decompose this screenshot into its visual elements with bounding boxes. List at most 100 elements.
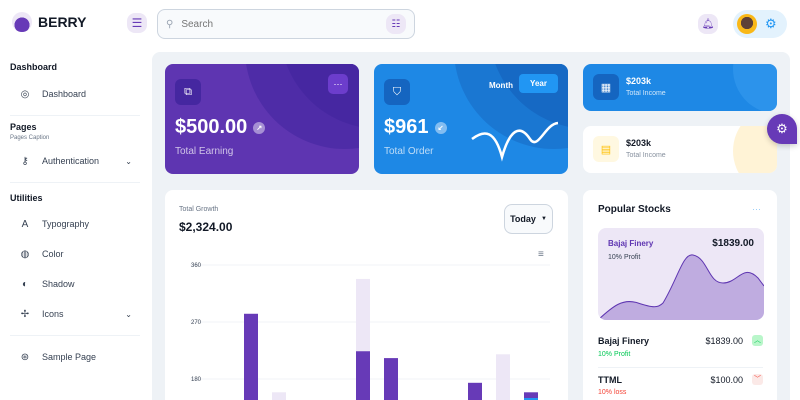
profile-button[interactable]: ⚙ <box>733 10 787 38</box>
avatar <box>737 14 757 34</box>
order-sparkline <box>471 121 559 162</box>
y-tick-label: 180 <box>191 377 202 383</box>
stock-name: Bajaj Finery <box>598 336 650 346</box>
chevron-down-icon: ⌄ <box>125 156 132 166</box>
caret-down-icon: ▼ <box>540 216 547 222</box>
sidebar-item-label: Color <box>42 249 64 259</box>
growth-value: $2,324.00 <box>179 220 233 234</box>
income-value: $203k <box>626 76 652 86</box>
sidebar-item-dashboard[interactable]: ◎ Dashboard <box>0 79 150 109</box>
more-options-button[interactable]: ··· <box>328 74 348 94</box>
sidebar-item-label: Icons <box>42 309 64 319</box>
shadow-icon: ◐ <box>21 278 29 290</box>
sidebar-item-label: Sample Page <box>42 352 97 362</box>
bar-segment[interactable] <box>272 392 286 400</box>
customize-settings-button[interactable]: ⚙ <box>767 114 797 144</box>
total-order-card: ⛉ Month Year $961 ↙ Total Order <box>374 64 568 174</box>
stock-note: 10% Profit <box>598 351 631 358</box>
chevron-down-icon: ⌄ <box>125 309 132 319</box>
table-icon: ▦ <box>593 74 619 100</box>
sidebar-item-authentication[interactable]: ⚷ Authentication ⌄ <box>0 146 150 176</box>
income-label: Total Income <box>626 90 666 97</box>
popular-stocks-card: Popular Stocks ··· Bajaj Finery $1839.00… <box>583 190 777 400</box>
search-bar: ⚲☷ <box>157 9 415 39</box>
sidebar-item-label: Typography <box>42 219 90 229</box>
arrow-up-right-icon: ↗ <box>253 121 266 134</box>
palette-icon: ◍ <box>20 248 30 260</box>
storefront-icon: ▤ <box>593 136 619 162</box>
sidebar-item-color[interactable]: ◍ Color <box>0 239 150 269</box>
divider <box>10 115 140 116</box>
shopping-bag-icon: ⛉ <box>384 79 410 105</box>
stock-row[interactable]: Bajaj Finery $1839.00 ︿ 10% Profit <box>598 335 763 358</box>
chevron-up-icon: ︿ <box>752 335 763 346</box>
berry-logo-icon <box>12 12 32 32</box>
filter-adjust-icon[interactable]: ☷ <box>386 14 406 34</box>
month-toggle[interactable]: Month <box>489 81 513 90</box>
sidebar-item-shadow[interactable]: ◐ Shadow <box>0 269 150 299</box>
notification-bell-button[interactable]: 🔔︎ <box>698 14 718 34</box>
stocks-title: Popular Stocks <box>598 204 671 215</box>
arrow-down-left-icon: ↙ <box>434 121 447 134</box>
total-earning-card: ⧉ ··· $500.00 ↗ Total Earning <box>165 64 359 174</box>
stock-row[interactable]: TTML $100.00 ﹀ 10% loss <box>598 374 763 396</box>
order-value: $961 <box>384 116 429 138</box>
sidebar: Dashboard ◎ Dashboard Pages Pages Caption… <box>0 52 150 372</box>
sidebar-item-sample-page[interactable]: ⊛ Sample Page <box>0 342 150 372</box>
menu-toggle-button[interactable]: ☰ <box>127 13 147 33</box>
growth-label: Total Growth <box>179 206 219 213</box>
year-toggle[interactable]: Year <box>519 74 558 93</box>
bar-segment[interactable] <box>384 358 398 400</box>
income-value: $203k <box>626 138 652 148</box>
bar-segment[interactable] <box>356 278 370 352</box>
group-caption: Pages Caption <box>10 135 50 141</box>
chevron-down-icon: ﹀ <box>752 374 763 385</box>
featured-stock-name: Bajaj Finery <box>608 239 654 248</box>
featured-stock-value: $1839.00 <box>712 238 754 249</box>
earning-value: $500.00 <box>175 116 248 138</box>
wallet-icon: ⧉ <box>175 79 201 105</box>
chart-menu-icon[interactable]: ≡ <box>538 249 544 260</box>
bar-segment[interactable] <box>356 351 370 400</box>
dashboard-icon: ◎ <box>20 88 30 100</box>
y-tick-label: 360 <box>191 263 202 269</box>
divider <box>598 367 763 368</box>
sidebar-item-label: Authentication <box>42 156 100 166</box>
featured-stock-chart: Bajaj Finery $1839.00 10% Profit <box>598 228 764 320</box>
group-title: Pages <box>10 122 37 132</box>
windmill-icon: ✢ <box>20 308 30 320</box>
bar-segment[interactable] <box>468 382 482 400</box>
period-value: Today <box>510 214 536 224</box>
search-input[interactable] <box>181 18 378 30</box>
sidebar-item-typography[interactable]: A Typography <box>0 209 150 239</box>
typography-icon: A <box>21 218 29 230</box>
stock-value: $1839.00 <box>705 336 743 346</box>
period-select[interactable]: Today ▼ <box>504 204 553 234</box>
income-label: Total Income <box>626 152 666 159</box>
brand-name: BERRY <box>38 14 87 30</box>
settings-icon: ⚙ <box>765 16 777 31</box>
sidebar-item-label: Dashboard <box>42 89 87 99</box>
bar-segment[interactable] <box>524 398 538 400</box>
bar-segment[interactable] <box>244 313 258 400</box>
search-icon: ⚲ <box>166 18 174 30</box>
stock-area-chart <box>598 254 764 320</box>
key-icon: ⚷ <box>21 155 29 167</box>
bar-segment[interactable] <box>496 354 510 400</box>
more-horizontal-icon[interactable]: ··· <box>752 204 761 214</box>
bar-segment[interactable] <box>524 392 538 398</box>
logo[interactable]: BERRY <box>12 12 87 32</box>
stock-value: $100.00 <box>710 375 743 385</box>
group-title: Utilities <box>10 193 43 203</box>
earning-label: Total Earning <box>175 146 234 157</box>
y-tick-label: 270 <box>191 320 202 326</box>
sidebar-item-label: Shadow <box>42 279 75 289</box>
stock-note: 10% loss <box>598 389 627 396</box>
sidebar-item-icons[interactable]: ✢ Icons ⌄ <box>0 299 150 329</box>
divider <box>10 335 140 336</box>
stock-name: TTML <box>598 375 622 385</box>
total-income-card-primary: ▦ $203k Total Income <box>583 64 777 111</box>
total-income-card-secondary: ▤ $203k Total Income <box>583 126 777 173</box>
order-label: Total Order <box>384 146 434 157</box>
